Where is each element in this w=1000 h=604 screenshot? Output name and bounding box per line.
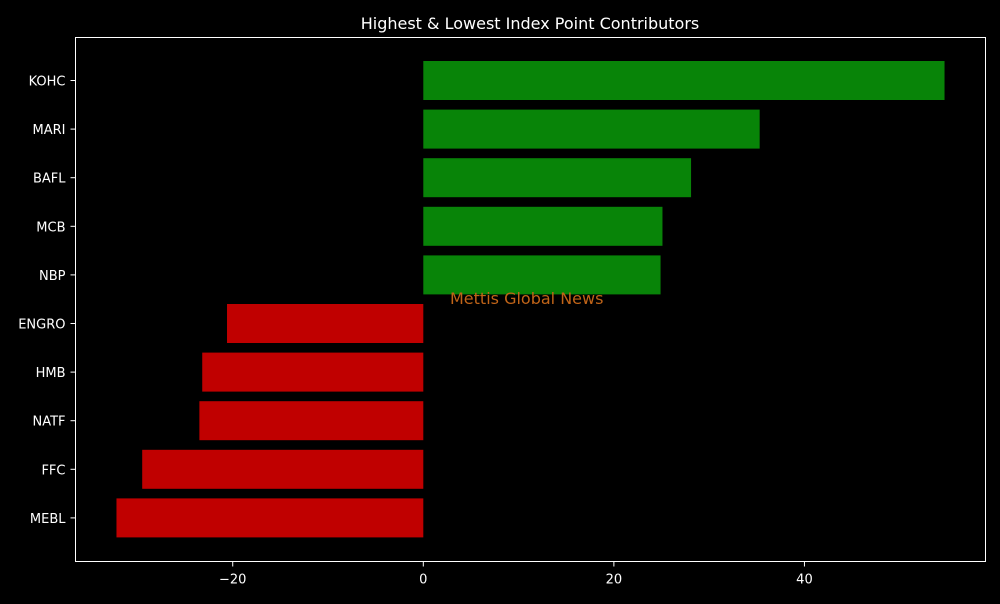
bar-mcb	[423, 206, 663, 246]
bar-nbp	[423, 255, 661, 295]
bar-bafl	[423, 158, 692, 198]
chart-title: Highest & Lowest Index Point Contributor…	[361, 14, 700, 33]
x-tick-label--20: −20	[219, 573, 246, 588]
watermark-text: Mettis Global News	[450, 289, 603, 308]
x-tick-label-0: 0	[419, 573, 427, 588]
bar-hmb	[202, 352, 424, 392]
y-tick-label-mari: MARI	[33, 123, 66, 138]
y-tick-label-natf: NATF	[32, 415, 65, 430]
bars-group	[116, 61, 945, 538]
y-tick-label-hmb: HMB	[36, 366, 66, 381]
x-tick-label-20: 20	[606, 573, 623, 588]
bar-ffc	[142, 449, 424, 489]
y-tick-label-nbp: NBP	[39, 269, 66, 284]
bar-engro	[227, 304, 424, 343]
plot-frame	[75, 37, 986, 562]
x-tick-label-40: 40	[796, 573, 813, 588]
y-tick-label-ffc: FFC	[41, 463, 65, 478]
y-axis: KOHC MARI BAFL MCB NBP ENGRO HMB NATF FFC MEBL	[18, 75, 76, 527]
bar-kohc	[423, 61, 945, 100]
bar-mari	[423, 109, 760, 149]
x-axis: −20 0 20 40	[219, 561, 813, 588]
bar-natf	[199, 401, 424, 441]
y-tick-label-mebl: MEBL	[30, 512, 66, 527]
y-tick-label-kohc: KOHC	[29, 75, 66, 90]
y-tick-label-mcb: MCB	[36, 220, 65, 235]
bar-mebl	[116, 498, 424, 538]
y-tick-label-engro: ENGRO	[18, 318, 65, 333]
y-tick-label-bafl: BAFL	[33, 172, 66, 187]
